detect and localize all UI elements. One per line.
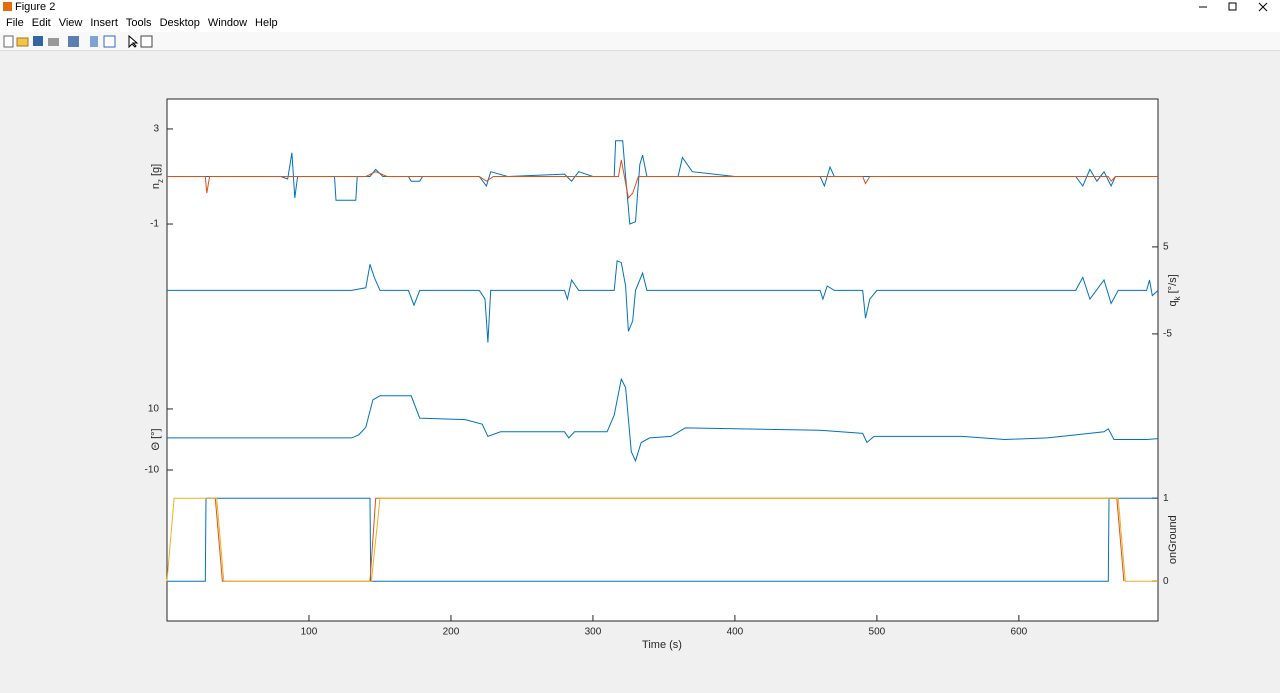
- y-axis-label-sub: z: [156, 179, 165, 183]
- y-axis-label-text: q: [1167, 300, 1179, 306]
- x-tick-label: 500: [869, 627, 886, 638]
- title-bar: Figure 2: [0, 0, 1280, 15]
- y-tick-label: 5: [1163, 242, 1169, 253]
- y-tick-label: 1: [1163, 493, 1169, 504]
- menu-item[interactable]: Help: [255, 17, 278, 29]
- x-tick-label: 400: [727, 627, 744, 638]
- save-button[interactable]: [33, 36, 43, 46]
- y-tick-label: -1: [150, 219, 159, 230]
- pointer-button[interactable]: [128, 34, 139, 49]
- series-line: [167, 497, 1158, 582]
- y-tick-label: 10: [148, 404, 160, 415]
- close[interactable]: [1258, 2, 1268, 12]
- menu-bar: File Edit View Insert Tools Desktop Window Help: [0, 15, 1280, 32]
- print-button[interactable]: [48, 38, 59, 46]
- y-axis-label: nz [g]: [150, 164, 165, 189]
- menu-item[interactable]: Insert: [90, 17, 118, 29]
- toolbar-icons: [3, 34, 153, 49]
- menu-item[interactable]: Tools: [125, 17, 152, 29]
- y-tick-label: -10: [145, 465, 160, 476]
- series-line: [167, 260, 1159, 343]
- y-tick-label: 3: [153, 124, 159, 135]
- window-title: Figure 2: [15, 1, 56, 13]
- y-tick-label: 0: [1163, 576, 1169, 587]
- chart: Time (s) 100 200 300 400 500 600-13nz[g]-55qk…: [145, 98, 1182, 651]
- y-axis-label-unit: [°/s]: [1167, 274, 1179, 293]
- y-axis-label-unit: [g]: [150, 164, 162, 176]
- legend-button[interactable]: [103, 35, 116, 48]
- y-axis-label-text: n: [150, 183, 162, 189]
- series-line: [167, 377, 1159, 463]
- x-tick-label: 100: [301, 627, 318, 638]
- x-axis-label: Time (s): [642, 639, 682, 651]
- y-axis-label: Θ [°]: [150, 428, 162, 450]
- y-axis-label: qk [°/s]: [1167, 274, 1182, 306]
- new-button[interactable]: [3, 35, 14, 48]
- menu-item[interactable]: Window: [207, 17, 248, 29]
- menu-item[interactable]: Desktop: [159, 17, 200, 29]
- open-button[interactable]: [16, 37, 29, 47]
- toolbar: [0, 32, 1280, 51]
- title-icons: [3, 2, 1268, 12]
- x-tick-label: 200: [443, 627, 460, 638]
- series-line: [167, 159, 1158, 199]
- browser-button[interactable]: [140, 35, 153, 48]
- series-line: [166, 497, 1158, 582]
- plot-area: [166, 98, 1159, 622]
- x-tick-label: 300: [585, 627, 602, 638]
- app-icon: [3, 2, 12, 11]
- series-line: [214, 497, 1125, 582]
- y-axis-label-text: onGround: [1167, 515, 1179, 564]
- y-tick-label: -5: [1163, 329, 1172, 340]
- colorbar-button[interactable]: [90, 36, 98, 47]
- x-tick-label: 600: [1011, 627, 1028, 638]
- restore[interactable]: [1228, 2, 1237, 11]
- y-axis-label-text: Θ [°]: [150, 428, 162, 450]
- link-button[interactable]: [68, 36, 79, 47]
- menu-item[interactable]: Edit: [31, 17, 51, 29]
- y-axis-label-sub: k: [1173, 295, 1182, 300]
- menu-item[interactable]: View: [58, 17, 83, 29]
- menu-item[interactable]: File: [6, 17, 24, 29]
- y-axis-label: onGround: [1167, 515, 1179, 564]
